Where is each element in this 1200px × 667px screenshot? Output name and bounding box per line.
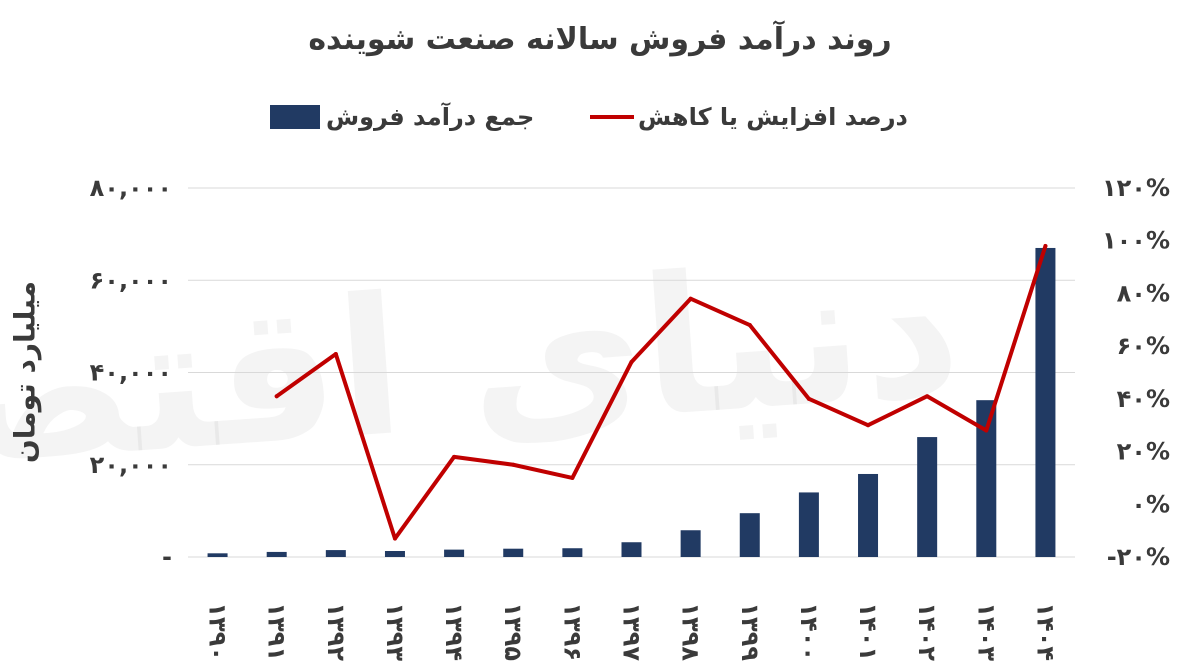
y-tick-left: -	[162, 543, 172, 571]
x-tick-label: ۱۳۹۱	[263, 602, 291, 661]
y-tick-right: ۱۲۰%	[1102, 174, 1170, 202]
x-tick-label: ۱۴۰۲	[913, 602, 941, 661]
chart-title: روند درآمد فروش سالانه صنعت شوینده	[308, 22, 892, 57]
legend-swatch-bar	[270, 105, 320, 129]
legend-swatch-line	[590, 115, 634, 119]
y-tick-right: ۱۰۰%	[1102, 227, 1170, 255]
bar	[1035, 247, 1056, 557]
y-tick-right: ۲۰%	[1117, 438, 1170, 466]
line-point	[452, 454, 457, 459]
bar	[444, 549, 465, 557]
bar	[325, 550, 346, 557]
line-point	[333, 352, 338, 357]
legend-item-line: درصد افزایش یا کاهش	[590, 103, 908, 131]
line-point	[392, 536, 397, 541]
line-point	[570, 475, 575, 480]
line-point	[866, 423, 871, 428]
legend-label-bar: جمع درآمد فروش	[326, 103, 535, 131]
y-tick-left: ۲۰,۰۰۰	[90, 451, 172, 479]
bar	[739, 513, 760, 557]
y-tick-right: ۰%	[1131, 490, 1170, 518]
line-point	[1043, 243, 1048, 248]
bar	[858, 473, 879, 557]
x-tick-label: ۱۳۹۴	[440, 602, 468, 661]
line-series	[274, 243, 1048, 541]
x-tick-label: ۱۳۹۸	[677, 602, 705, 661]
bar	[562, 548, 583, 557]
line-point	[747, 323, 752, 328]
line-point	[688, 296, 693, 301]
x-tick-label: ۱۴۰۰	[795, 602, 823, 661]
bar	[680, 530, 701, 557]
x-tick-label: ۱۳۹۲	[322, 602, 350, 661]
x-tick-label: ۱۴۰۴	[1031, 602, 1059, 661]
bar	[621, 542, 642, 557]
x-tick-label: ۱۳۹۰	[204, 602, 232, 661]
line-point	[274, 394, 279, 399]
bar	[207, 553, 228, 557]
legend-label-line: درصد افزایش یا کاهش	[638, 103, 908, 131]
bar	[384, 551, 405, 557]
line-point	[629, 359, 634, 364]
y-tick-left: ۶۰,۰۰۰	[90, 266, 172, 294]
x-tick-label: ۱۳۹۵	[499, 602, 527, 661]
x-tick-label: ۱۳۹۹	[736, 602, 764, 661]
x-tick-label: ۱۳۹۷	[618, 602, 646, 661]
y-tick-right: ۶۰%	[1117, 332, 1170, 360]
bar	[798, 492, 819, 557]
x-tick-label: ۱۴۰۱	[854, 602, 882, 661]
line-point	[984, 428, 989, 433]
bar	[976, 400, 997, 557]
line-point	[806, 396, 811, 401]
bar	[266, 551, 287, 557]
x-tick-label: ۱۳۹۶	[558, 602, 586, 661]
y-tick-left: ۸۰,۰۰۰	[90, 174, 172, 202]
line-point	[925, 394, 930, 399]
legend-item-bar: جمع درآمد فروش	[270, 103, 534, 131]
y-tick-right: ۴۰%	[1117, 385, 1170, 413]
x-tick-label: ۱۳۹۳	[381, 602, 409, 661]
bar	[503, 548, 524, 557]
line-point	[511, 462, 516, 467]
y-tick-right: -۲۰%	[1107, 543, 1170, 571]
y-tick-right: ۸۰%	[1117, 279, 1170, 307]
bar	[917, 437, 938, 557]
y-tick-left: ۴۰,۰۰۰	[90, 359, 172, 387]
x-tick-label: ۱۴۰۳	[972, 602, 1000, 661]
